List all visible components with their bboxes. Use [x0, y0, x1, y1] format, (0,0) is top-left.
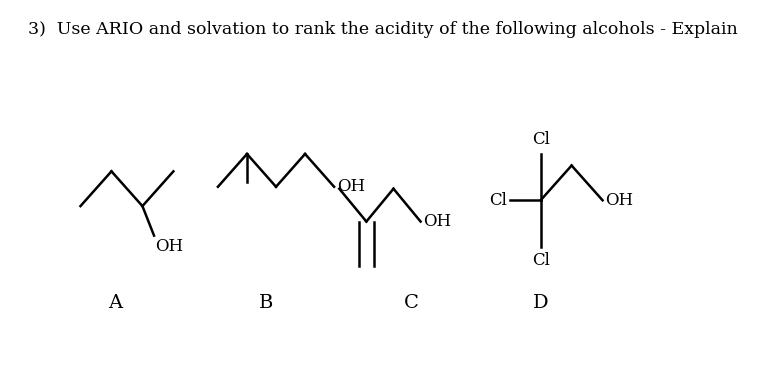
Text: Cl: Cl	[489, 192, 507, 209]
Text: D: D	[532, 294, 549, 312]
Text: Cl: Cl	[532, 131, 549, 148]
Text: OH: OH	[605, 192, 633, 209]
Text: 3)  Use ARIO and solvation to rank the acidity of the following alcohols - Expla: 3) Use ARIO and solvation to rank the ac…	[28, 21, 737, 38]
Text: OH: OH	[337, 178, 365, 195]
Text: B: B	[259, 294, 274, 312]
Text: Cl: Cl	[532, 252, 549, 270]
Text: A: A	[108, 294, 122, 312]
Text: OH: OH	[155, 238, 184, 254]
Text: C: C	[404, 294, 419, 312]
Text: OH: OH	[423, 213, 451, 230]
